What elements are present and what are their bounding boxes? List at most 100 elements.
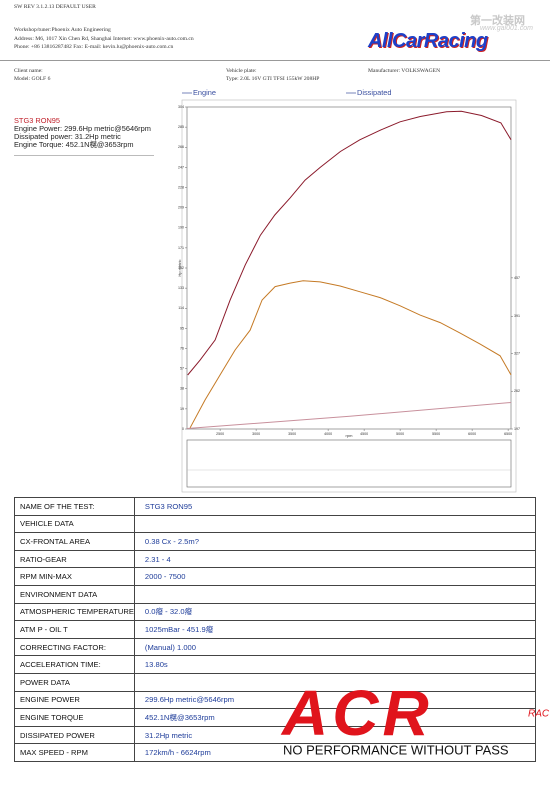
y-tick-label: 228 xyxy=(178,185,184,189)
type: Type: 2.0L 16V GTI TFSI 155kW 208HP xyxy=(226,76,320,82)
phone: Phone: +86 13816287482 Fax: E-mail: kevi… xyxy=(14,44,174,50)
table-row: ENGINE TORQUE 452.1N榥@3653rpm xyxy=(14,708,537,727)
y2-tick-label: 391 xyxy=(514,314,520,318)
value-cell: 0.0癈 - 32.0癈 xyxy=(133,602,537,622)
x-tick-label: 5500 xyxy=(432,432,440,436)
value-cell: (Manual) 1.000 xyxy=(133,637,537,657)
manufacturer: Manufacturer: VOLKSWAGEN xyxy=(368,68,441,74)
address: Address: M6, 1017 Xin Chen Rd, Shanghai … xyxy=(14,36,194,42)
y2-tick-label: 262 xyxy=(514,389,520,393)
plot-frame xyxy=(186,106,512,430)
divider xyxy=(14,155,154,156)
workshop: Workshop/tuner:Phoenix Auto Engineering xyxy=(14,27,111,33)
y-tick-label: 0 xyxy=(182,427,184,431)
table-row: ACCELERATION TIME: 13.80s xyxy=(14,655,537,674)
y-tick-label: 209 xyxy=(178,206,184,210)
y-tick-label: 304 xyxy=(178,105,184,109)
table-row: VEHICLE DATA xyxy=(14,514,537,534)
y-tick-label: 133 xyxy=(178,286,184,290)
table-row: POWER DATA xyxy=(14,672,537,692)
x-axis-label: rpm xyxy=(346,433,354,438)
watermark-url: www.gai001.com xyxy=(480,25,533,32)
label-cell: CX-FRONTAL AREA xyxy=(14,532,135,551)
chart-frame xyxy=(181,99,517,493)
x-tick-label: 4000 xyxy=(324,432,332,436)
chart: Hp metric rpm 0 19 38 57 76 95 114 133 152 171 190… xyxy=(177,88,520,493)
label-cell: ENGINE TORQUE xyxy=(14,708,135,727)
series-line xyxy=(187,402,512,429)
logo: AllCarRacing xyxy=(368,30,488,52)
label-cell: RPM MIN-MAX xyxy=(14,567,135,586)
x-tick-label: 3500 xyxy=(288,432,296,436)
y-tick-label: 76 xyxy=(180,346,184,350)
x-tick-label: 5000 xyxy=(396,432,404,436)
y-tick-label: 171 xyxy=(178,246,184,250)
label-cell: MAX SPEED - RPM xyxy=(14,743,135,762)
y-tick-label: 152 xyxy=(178,266,184,270)
value-cell: 1025mBar - 451.9癈 xyxy=(133,620,537,639)
client: Client name: xyxy=(14,68,43,74)
value-cell xyxy=(133,584,537,604)
software: SW REV 3.1.2.13 DEFAULT USER xyxy=(14,4,96,10)
summary-line: Engine Torque: 452.1N榥@3653rpm xyxy=(14,140,134,149)
value-cell: STG3 RON95 xyxy=(133,497,537,516)
acr-logo: ACR RAC NO PERFORMANCE WITHOUT PASS xyxy=(280,680,550,757)
y-tick-label: 38 xyxy=(180,387,184,391)
table-row: ENVIRONMENT DATA xyxy=(14,584,537,604)
summary-title: STG3 RON95 xyxy=(14,116,61,125)
y-tick-label: 19 xyxy=(180,407,184,411)
y-tick-label: 266 xyxy=(178,145,184,149)
label-cell: ATM P - OIL T xyxy=(14,620,135,639)
label-cell: DISSIPATED POWER xyxy=(14,725,135,745)
table-row: CX-FRONTAL AREA 0.38 Cx - 2.5m? xyxy=(14,532,537,551)
acr-small: RAC xyxy=(528,709,550,720)
label-cell: ACCELERATION TIME: xyxy=(14,655,135,674)
x-tick-label: 2500 xyxy=(216,432,224,436)
model: Model: GOLF 6 xyxy=(14,76,51,82)
label-cell: RATIO-GEAR xyxy=(14,549,135,569)
x-tick-label: 4500 xyxy=(360,432,368,436)
label-cell: VEHICLE DATA xyxy=(14,514,135,534)
value-cell: 13.80s xyxy=(133,655,537,674)
table-row: CORRECTING FACTOR: (Manual) 1.000 xyxy=(14,637,537,657)
legend-label: Engine xyxy=(193,88,216,97)
table-row: RPM MIN-MAX 2000 - 7500 xyxy=(14,567,537,586)
table-row: MAX SPEED - RPM 172km/h - 6624rpm xyxy=(14,743,537,762)
value-cell xyxy=(133,514,537,534)
y-tick-label: 190 xyxy=(178,226,184,230)
table-row: NAME OF THE TEST: STG3 RON95 xyxy=(14,497,537,516)
sub-plot-frame xyxy=(186,439,512,488)
label-cell: ATMOSPHERIC TEMPERATURE xyxy=(14,602,135,622)
label-cell: POWER DATA xyxy=(14,672,135,692)
y-tick-label: 95 xyxy=(180,326,184,330)
series-line xyxy=(187,110,512,376)
y2-tick-label: 457 xyxy=(514,276,520,280)
value-cell: 172km/h - 6624rpm xyxy=(133,743,537,762)
y2-tick-label: 327 xyxy=(514,351,520,355)
summary-line: Dissipated power: 31.2Hp metric xyxy=(14,132,121,141)
table-row: ATMOSPHERIC TEMPERATURE 0.0癈 - 32.0癈 xyxy=(14,602,537,622)
y2-tick-label: 197 xyxy=(514,427,520,431)
label-cell: NAME OF THE TEST: xyxy=(14,497,135,516)
value-cell: 0.38 Cx - 2.5m? xyxy=(133,532,537,551)
plate: Vehicle plate: xyxy=(226,68,257,74)
watermark: 第一改装网 xyxy=(470,15,525,27)
y-tick-label: 285 xyxy=(178,125,184,129)
label-cell: ENVIRONMENT DATA xyxy=(14,584,135,604)
y-axis-label: Hp metric xyxy=(177,259,182,276)
x-tick-label: 3000 xyxy=(252,432,260,436)
table-row: ATM P - OIL T 1025mBar - 451.9癈 xyxy=(14,620,537,639)
series-line xyxy=(189,280,512,429)
table-row: RATIO-GEAR 2.31 - 4 xyxy=(14,549,537,569)
table-row: DISSIPATED POWER 31.2Hp metric xyxy=(14,725,537,745)
x-tick-label: 6000 xyxy=(468,432,476,436)
label-cell: CORRECTING FACTOR: xyxy=(14,637,135,657)
acr-text: ACR xyxy=(280,680,433,749)
y-tick-label: 57 xyxy=(180,367,184,371)
table-row: ENGINE POWER 299.6Hp metric@5646rpm xyxy=(14,690,537,710)
data-table: NAME OF THE TEST: STG3 RON95 VEHICLE DATA C… xyxy=(14,497,537,762)
value-cell: 2000 - 7500 xyxy=(133,567,537,586)
value-cell: 2.31 - 4 xyxy=(133,549,537,569)
label-cell: ENGINE POWER xyxy=(14,690,135,710)
divider xyxy=(0,60,550,61)
